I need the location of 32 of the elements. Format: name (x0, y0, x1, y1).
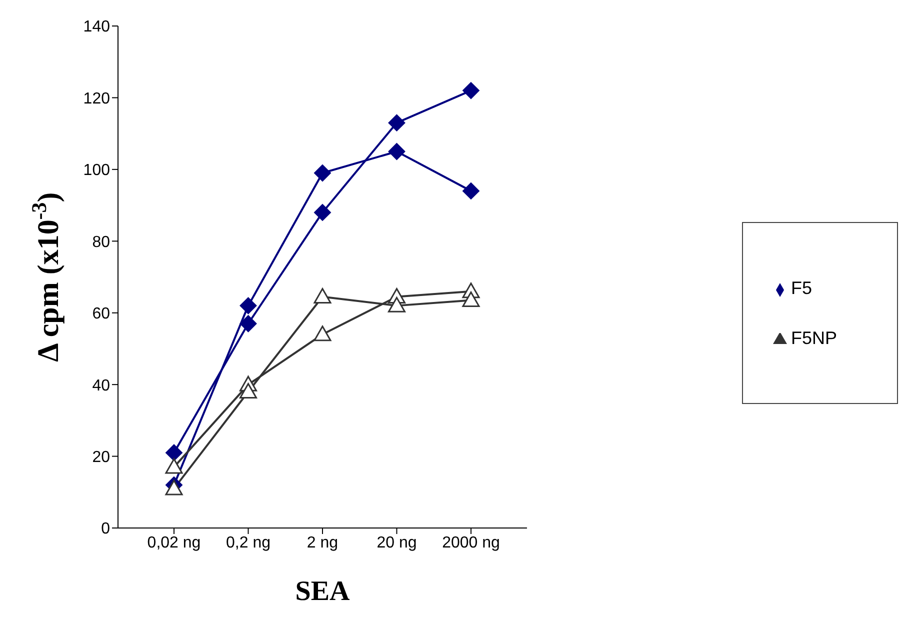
x-tick-label: 0,02 ng (147, 534, 201, 552)
x-tick-label: 20 ng (376, 534, 417, 552)
point (240, 297, 257, 314)
point (314, 326, 332, 342)
y-tick-label: 120 (83, 90, 110, 108)
point (166, 444, 182, 462)
point (314, 204, 331, 221)
point (462, 82, 480, 100)
point (240, 315, 257, 332)
y-tick-label: 20 (92, 448, 110, 466)
x-axis-title: SEA (295, 576, 351, 607)
y-tick-label: 40 (92, 377, 110, 394)
x-tick-label: 0,2 ng (226, 534, 270, 552)
y-tick-label: 0 (101, 520, 110, 538)
point (388, 296, 406, 312)
y-tick-label: 60 (92, 306, 110, 323)
point (165, 480, 183, 496)
legend-label: F5 (790, 278, 812, 298)
point (314, 288, 332, 304)
y-tick-label: 80 (92, 234, 110, 251)
point (314, 164, 331, 182)
point (239, 382, 257, 398)
point (388, 143, 406, 160)
legend-label: F5NP (790, 328, 837, 348)
point (388, 114, 406, 132)
point (165, 458, 183, 474)
x-tick-label: 2000 ng (442, 534, 500, 552)
y-tick-label: 100 (83, 162, 110, 180)
point (462, 292, 480, 308)
y-tick-label: 140 (83, 18, 110, 36)
x-tick-label: 2 ng (306, 534, 338, 552)
point (462, 182, 480, 200)
